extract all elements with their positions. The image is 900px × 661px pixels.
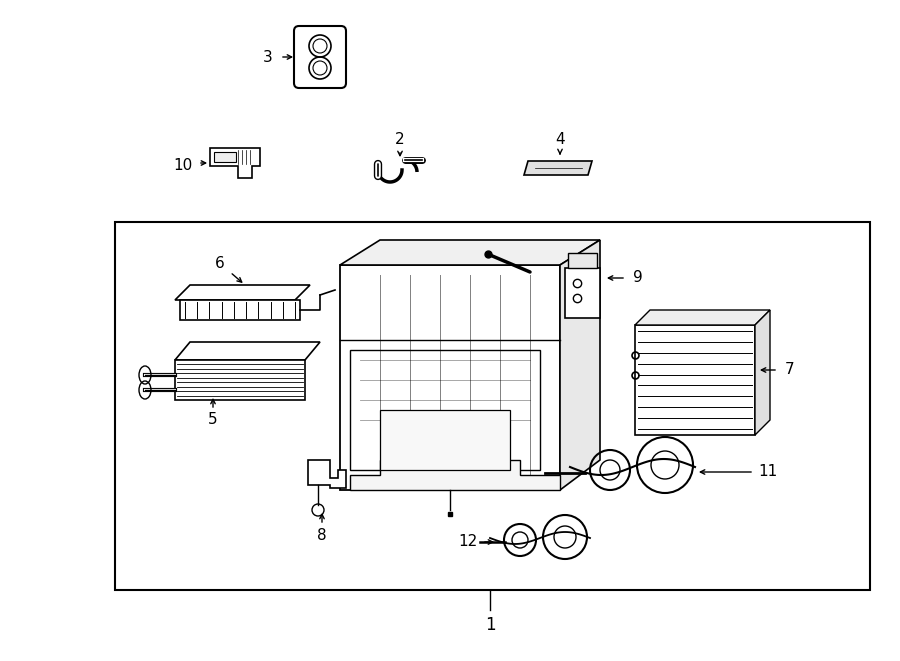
Text: 1: 1 [485,616,495,634]
Polygon shape [755,310,770,435]
FancyBboxPatch shape [294,26,346,88]
Text: 12: 12 [458,535,478,549]
Polygon shape [175,285,310,300]
Text: 6: 6 [215,256,225,270]
Text: 9: 9 [633,270,643,286]
Polygon shape [308,460,346,488]
Polygon shape [175,342,320,360]
Bar [568,253,597,268]
Bar [115,222,870,590]
Bar [350,350,540,470]
Polygon shape [635,310,770,325]
Text: 4: 4 [555,132,565,147]
Polygon shape [350,460,560,490]
Polygon shape [210,148,260,178]
Text: 10: 10 [174,157,193,173]
Text: 2: 2 [395,132,405,147]
Text: 5: 5 [208,412,218,428]
Bar [380,410,510,470]
Bar [565,268,600,318]
Polygon shape [524,161,592,175]
Polygon shape [180,300,300,320]
Polygon shape [560,240,600,490]
Text: 11: 11 [759,465,778,479]
Polygon shape [340,240,600,265]
Polygon shape [340,265,560,490]
Text: 8: 8 [317,527,327,543]
Text: 3: 3 [263,50,273,65]
Text: 7: 7 [785,362,795,377]
Bar [635,325,755,435]
Bar [175,360,305,400]
Bar [214,152,236,162]
